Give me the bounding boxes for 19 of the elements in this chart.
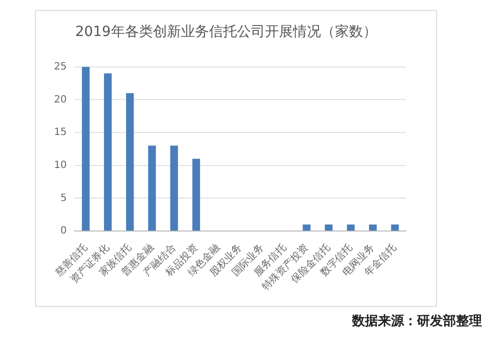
y-tick-label: 0 (60, 226, 67, 237)
bar (391, 224, 399, 231)
bar (82, 66, 90, 231)
bar (324, 224, 333, 231)
y-tick-label: 20 (54, 94, 67, 106)
bar (192, 158, 200, 231)
bar (302, 224, 310, 231)
bar (148, 146, 156, 231)
y-tick-label: 25 (54, 61, 67, 72)
y-tick-label: 10 (54, 160, 67, 171)
source-note: 数据来源：研发部整理 (352, 312, 482, 330)
y-tick-label: 15 (54, 127, 67, 138)
bar (170, 146, 178, 231)
bar (369, 224, 377, 231)
bar (346, 224, 355, 231)
y-tick-label: 5 (60, 192, 67, 204)
chart-title: 2019年各类创新业务信托公司开展情况（家数） (75, 24, 377, 40)
bar (126, 93, 134, 231)
bar (104, 73, 112, 231)
